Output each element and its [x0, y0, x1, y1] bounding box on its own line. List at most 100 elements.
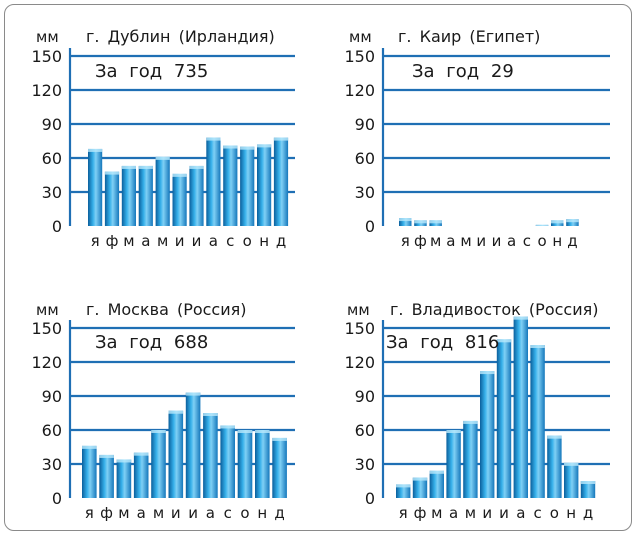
- x-tick-label: м: [157, 232, 168, 250]
- bar-top-highlight: [155, 156, 170, 160]
- figure-frame: [4, 4, 632, 531]
- bar-top-highlight: [566, 219, 579, 223]
- bar-4: [133, 452, 149, 498]
- y-tick-label: 120: [344, 81, 375, 100]
- bar-2: [412, 477, 428, 498]
- bar-top-highlight: [240, 146, 255, 150]
- bar-top-highlight: [99, 454, 114, 458]
- bar-top-highlight: [530, 345, 545, 348]
- bar-3: [121, 165, 136, 226]
- x-tick-label: а: [516, 504, 525, 522]
- y-tick-label: 90: [42, 387, 62, 406]
- x-tick-label: с: [224, 504, 232, 522]
- unit-label: мм: [36, 301, 59, 319]
- bar-top-highlight: [429, 470, 444, 474]
- x-tick-label: с: [523, 232, 531, 250]
- x-tick-label: о: [537, 232, 546, 250]
- x-tick-label: д: [274, 504, 284, 522]
- bar-top-highlight: [446, 430, 461, 433]
- y-tick-label: 30: [42, 183, 62, 202]
- bar-top-highlight: [151, 430, 166, 433]
- y-tick-label: 30: [355, 183, 375, 202]
- x-tick-label: м: [465, 504, 476, 522]
- bar-1: [88, 148, 103, 226]
- x-tick-label: н: [566, 504, 576, 522]
- bar-top-highlight: [399, 218, 412, 222]
- y-tick-label: 90: [355, 387, 375, 406]
- y-tick-label: 30: [355, 455, 375, 474]
- x-tick-label: н: [257, 504, 267, 522]
- chart-title: г. Дублин (Ирландия): [86, 27, 275, 46]
- bar-top-highlight: [172, 173, 187, 177]
- y-tick-label: 60: [42, 421, 62, 440]
- annual-total: За год 816: [386, 332, 499, 353]
- bar-top-highlight: [168, 410, 184, 414]
- y-tick-label: 120: [31, 81, 62, 100]
- bar-5: [151, 430, 166, 498]
- bar-top-highlight: [580, 481, 596, 484]
- unit-label: мм: [347, 301, 370, 319]
- bar-top-highlight: [255, 430, 270, 433]
- bar-top-highlight: [237, 430, 253, 433]
- bar-8: [206, 137, 221, 226]
- x-tick-label: а: [446, 232, 455, 250]
- bar-top-highlight: [273, 137, 289, 141]
- bar-10: [237, 430, 253, 498]
- x-tick-label: н: [259, 232, 269, 250]
- bar-top-highlight: [185, 392, 201, 396]
- chart-title: г. Каир (Египет): [398, 27, 540, 46]
- chart-title: г. Владивосток (Россия): [390, 300, 598, 319]
- x-tick-label: м: [430, 232, 441, 250]
- bar-12: [273, 137, 289, 226]
- unit-label: мм: [36, 28, 59, 46]
- bar-top-highlight: [551, 220, 564, 224]
- bar-10: [547, 435, 562, 498]
- x-tick-label: н: [552, 232, 562, 250]
- x-tick-label: я: [85, 504, 94, 522]
- y-tick-label: 0: [52, 217, 62, 236]
- x-tick-label: ф: [414, 232, 427, 250]
- bar-top-highlight: [564, 462, 579, 466]
- x-tick-label: а: [141, 232, 150, 250]
- bar-top-highlight: [547, 435, 562, 439]
- y-tick-label: 90: [42, 115, 62, 134]
- bar-5: [155, 156, 170, 226]
- bar-3: [116, 459, 132, 498]
- bar-top-highlight: [272, 437, 287, 441]
- x-tick-label: и: [492, 232, 502, 250]
- bar-top-highlight: [116, 459, 132, 463]
- x-tick-label: и: [192, 232, 202, 250]
- bar-9: [530, 345, 545, 498]
- bar-top-highlight: [223, 145, 238, 149]
- y-tick-label: 150: [31, 319, 62, 338]
- bar-top-highlight: [480, 371, 495, 375]
- x-tick-label: а: [449, 504, 458, 522]
- x-tick-label: м: [431, 504, 442, 522]
- x-tick-label: ф: [106, 232, 119, 250]
- x-tick-label: а: [137, 504, 146, 522]
- y-tick-label: 150: [344, 319, 375, 338]
- y-tick-label: 150: [31, 47, 62, 66]
- y-tick-label: 0: [52, 489, 62, 508]
- y-tick-label: 30: [42, 455, 62, 474]
- bar-1: [396, 484, 411, 498]
- bar-top-highlight: [220, 425, 235, 429]
- x-tick-label: я: [401, 232, 410, 250]
- x-tick-label: и: [482, 504, 492, 522]
- x-tick-label: м: [153, 504, 164, 522]
- y-tick-label: 60: [42, 149, 62, 168]
- bar-12: [566, 219, 579, 226]
- x-tick-label: и: [175, 232, 185, 250]
- x-tick-label: я: [91, 232, 100, 250]
- bar-top-highlight: [257, 144, 272, 148]
- x-tick-label: с: [226, 232, 234, 250]
- bar-7: [189, 165, 204, 226]
- bar-top-highlight: [535, 224, 549, 226]
- bar-top-highlight: [513, 316, 528, 320]
- bar-5: [463, 420, 478, 498]
- bar-4: [138, 165, 153, 226]
